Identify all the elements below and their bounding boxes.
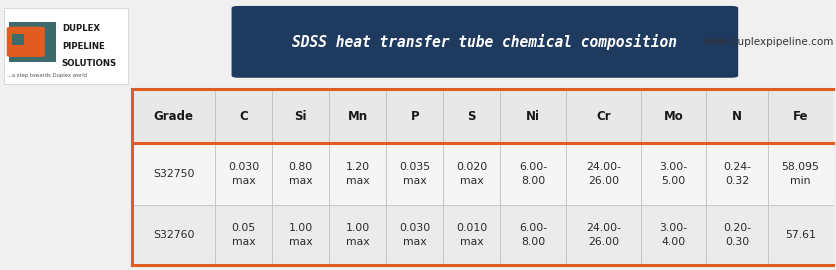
Text: 1.00
max: 1.00 max (288, 223, 313, 247)
Text: 0.030
max: 0.030 max (228, 162, 259, 186)
FancyBboxPatch shape (4, 8, 128, 84)
Text: Mo: Mo (664, 110, 683, 123)
Text: C: C (239, 110, 248, 123)
Text: 0.05
max: 0.05 max (232, 223, 256, 247)
Text: PIPELINE: PIPELINE (62, 42, 104, 51)
Text: S32750: S32750 (153, 169, 195, 179)
Text: 6.00-
8.00: 6.00- 8.00 (519, 162, 548, 186)
Text: 0.035
max: 0.035 max (400, 162, 431, 186)
Text: 0.030
max: 0.030 max (400, 223, 431, 247)
Text: DUPLEX: DUPLEX (62, 24, 99, 33)
FancyBboxPatch shape (9, 22, 56, 62)
Text: SDSS heat transfer tube chemical composition: SDSS heat transfer tube chemical composi… (293, 34, 677, 50)
Text: Ni: Ni (526, 110, 540, 123)
FancyBboxPatch shape (132, 143, 833, 205)
FancyBboxPatch shape (132, 89, 833, 265)
Text: 57.61: 57.61 (785, 230, 816, 240)
Text: S: S (467, 110, 476, 123)
Text: 3.00-
4.00: 3.00- 4.00 (660, 223, 687, 247)
Text: S32760: S32760 (153, 230, 195, 240)
Text: ...a step towards Duplex world: ...a step towards Duplex world (7, 73, 87, 78)
Text: Mn: Mn (348, 110, 368, 123)
Text: P: P (410, 110, 419, 123)
FancyBboxPatch shape (12, 34, 24, 45)
Text: www.duplexpipeline.com: www.duplexpipeline.com (703, 37, 833, 47)
Text: 0.010
max: 0.010 max (456, 223, 487, 247)
Text: 0.20-
0.30: 0.20- 0.30 (723, 223, 751, 247)
Text: 3.00-
5.00: 3.00- 5.00 (660, 162, 687, 186)
FancyBboxPatch shape (7, 27, 45, 57)
Text: 0.24-
0.32: 0.24- 0.32 (723, 162, 751, 186)
Text: N: N (732, 110, 742, 123)
Text: Grade: Grade (154, 110, 194, 123)
Text: Si: Si (294, 110, 307, 123)
FancyBboxPatch shape (232, 6, 738, 78)
Text: 0.020
max: 0.020 max (456, 162, 487, 186)
FancyBboxPatch shape (132, 89, 833, 143)
Text: Fe: Fe (793, 110, 808, 123)
Text: 1.00
max: 1.00 max (346, 223, 370, 247)
Text: 24.00-
26.00: 24.00- 26.00 (586, 223, 621, 247)
Text: 58.095
min: 58.095 min (782, 162, 819, 186)
Text: SOLUTIONS: SOLUTIONS (62, 59, 117, 68)
Text: 6.00-
8.00: 6.00- 8.00 (519, 223, 548, 247)
Text: 0.80
max: 0.80 max (288, 162, 313, 186)
Text: Cr: Cr (596, 110, 610, 123)
Text: 1.20
max: 1.20 max (346, 162, 370, 186)
Text: 24.00-
26.00: 24.00- 26.00 (586, 162, 621, 186)
FancyBboxPatch shape (132, 205, 833, 265)
